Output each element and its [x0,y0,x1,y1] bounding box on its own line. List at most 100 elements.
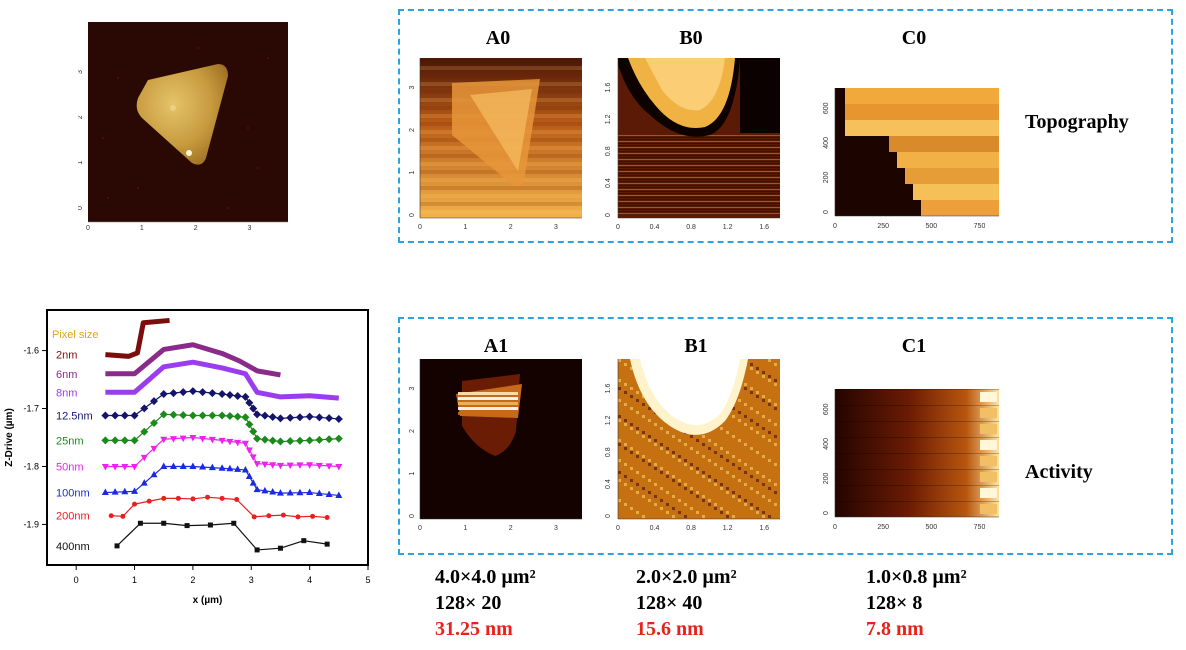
c0-y-tick: 400 [823,137,830,149]
c1-x-tick: 250 [877,524,889,531]
spec-a: 4.0×4.0 µm² 128× 20 31.25 nm [435,564,536,642]
series-marker-12.5nm [120,411,129,420]
afm-overview-image: 0 1 2 3 0 1 2 3 [77,18,300,240]
series-marker-100nm [121,487,129,495]
series-marker-50nm [121,463,129,471]
b1-y-tick: 0 [605,514,612,518]
series-marker-100nm [325,490,333,497]
series-marker-12.5nm [188,387,197,396]
series-marker-12.5nm [260,411,269,420]
series-marker-25nm [188,411,197,420]
overview-y-tick: 3 [78,70,84,74]
series-line-25nm [105,413,339,443]
series-marker-50nm [276,462,284,470]
series-marker-12.5nm [140,404,149,413]
series-marker-25nm [225,412,234,421]
series-marker-12.5nm [286,413,295,422]
series-marker-25nm [315,435,324,444]
spec-c-pixel-size: 7.8 nm [866,618,924,640]
series-marker-25nm [249,427,258,436]
series-marker-50nm [253,461,261,468]
series-marker-25nm [295,436,304,445]
crystal-triangle [136,64,228,165]
b1-x-tick: 0 [616,525,620,532]
series-marker-100nm [101,488,109,496]
b0-y-tick: 1.2 [605,114,612,124]
a0-y-tick: 1 [409,170,416,174]
series-line-12.5nm [105,390,339,420]
series-marker-200nm [120,513,126,519]
series-marker-100nm [241,465,249,473]
c1-y-tick: 200 [823,472,830,484]
series-marker-50nm [286,462,294,470]
series-marker-50nm [261,461,269,469]
series-marker-25nm [334,434,343,443]
spec-a-pixel-size: 31.25 nm [435,618,513,640]
series-marker-100nm [199,463,207,470]
image-c1: 0 250 500 750 0 200 400 600 [815,381,1005,536]
series-marker-50nm [315,462,323,470]
series-marker-25nm [208,411,217,420]
a0-x-tick: 1 [463,224,467,231]
series-marker-50nm [101,463,109,471]
series-marker-50nm [131,463,139,471]
series-marker-12.5nm [218,390,227,399]
series-marker-25nm [305,436,314,445]
series-marker-12.5nm [159,390,168,399]
series-marker-12.5nm [233,391,242,400]
series-marker-400nm [254,547,260,553]
series-marker-25nm [253,434,262,443]
c1-y-tick: 0 [823,511,830,515]
series-marker-12.5nm [315,413,324,422]
series-marker-100nm [131,487,139,494]
a1-y-tick: 1 [409,471,416,475]
series-marker-12.5nm [198,388,207,397]
image-a0: 0 1 2 3 0 1 2 3 [400,55,590,235]
series-marker-25nm [169,410,178,419]
series-line-6nm [105,342,281,378]
series-marker-25nm [245,420,254,429]
a0-x-tick: 3 [554,224,558,231]
series-marker-50nm [140,454,148,462]
series-marker-50nm [241,440,249,448]
series-marker-25nm [120,436,129,445]
series-marker-400nm [324,541,330,547]
panel-title-b1: B1 [684,335,708,357]
overview-x-tick: 3 [248,225,252,232]
series-marker-25nm [130,436,139,445]
series-marker-100nm [249,479,257,486]
series-marker-400nm [114,543,120,549]
x-tick-label: 5 [365,575,370,585]
series-marker-12.5nm [268,413,277,422]
series-marker-25nm [276,437,285,446]
series-marker-50nm [335,463,343,471]
series-marker-25nm [101,436,110,445]
spec-b-pixels: 128× 40 [636,592,703,614]
series-marker-100nm [245,472,253,480]
series-marker-50nm [249,454,257,461]
a1-y-tick: 2 [409,429,416,433]
series-marker-12.5nm [325,414,334,423]
series-marker-400nm [161,520,167,526]
b1-y-tick: 1.2 [605,415,612,425]
panel-title-a0: A0 [485,27,511,49]
series-marker-50nm [218,437,226,445]
legend-label-200nm: 200nm [56,511,90,523]
legend-title: Pixel size [52,329,98,341]
chart-frame [46,309,369,566]
series-marker-25nm [218,411,227,420]
legend-label-2nm: 2nm [56,350,77,362]
a0-y-tick: 2 [409,128,416,132]
series-marker-12.5nm [150,397,158,406]
series-marker-25nm [111,436,120,445]
a1-y-tick: 3 [409,386,416,390]
series-marker-25nm [260,435,269,444]
series-line-2nm [105,317,170,359]
series-marker-25nm [268,436,277,445]
c0-x-tick: 250 [877,223,889,230]
series-marker-12.5nm [245,398,254,407]
series-marker-50nm [325,463,333,470]
series-marker-200nm [219,495,225,501]
series-marker-200nm [310,513,316,519]
c1-y-tick: 600 [823,403,830,415]
